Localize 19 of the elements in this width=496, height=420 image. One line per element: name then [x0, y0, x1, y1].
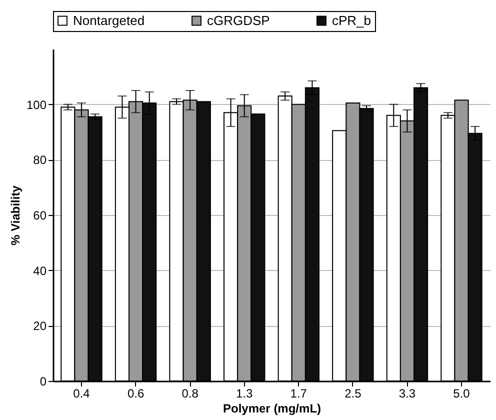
legend-label: cGRGDSP [207, 12, 270, 28]
y-tick-label: 20 [33, 319, 47, 334]
x-axis-title: Polymer (mg/mL) [222, 402, 322, 416]
x-tick-label: 1.3 [236, 386, 254, 400]
x-tick-label: 0.8 [182, 386, 199, 400]
x-tick-label: 3.3 [398, 386, 416, 400]
y-tick-label: 80 [33, 153, 47, 168]
y-tick-label: 60 [33, 208, 47, 222]
y-tick-label: 100 [26, 98, 47, 112]
x-tick-label: 0.6 [127, 386, 144, 400]
y-tick-label: 40 [33, 264, 47, 278]
x-tick-label: 5.0 [453, 386, 470, 400]
y-axis-title: % Viability [8, 185, 22, 246]
x-tick-label: 1.7 [290, 386, 308, 400]
legend-label: cPR_b [332, 12, 372, 28]
y-tick-label: 0 [40, 374, 47, 388]
legend-label: Nontargeted [73, 12, 145, 28]
x-tick-label: 2.5 [344, 386, 362, 400]
x-tick-label: 0.4 [73, 386, 90, 400]
